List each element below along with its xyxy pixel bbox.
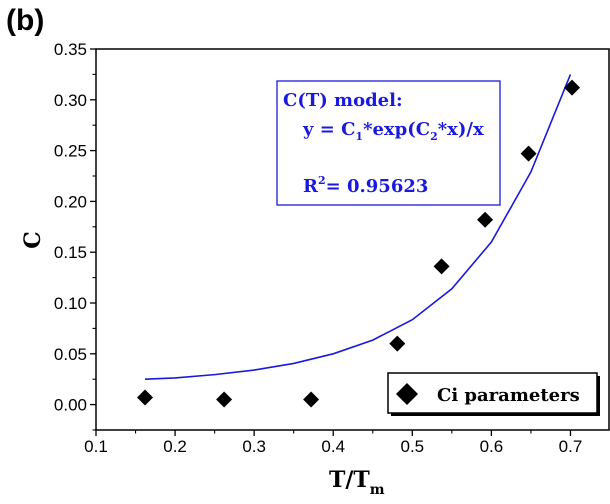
panel-label: (b)	[6, 4, 44, 37]
plot-frame	[95, 48, 610, 431]
y-tick-label: 0.30	[54, 91, 87, 110]
x-tick-label: 0.6	[480, 437, 504, 456]
data-point	[216, 391, 233, 408]
x-axis-title: T/Tm	[329, 467, 385, 498]
legend-shadow-bottom	[391, 413, 600, 416]
y-tick-label: 0.15	[54, 243, 87, 262]
data-point	[389, 335, 406, 352]
y-tick-label: 0.10	[54, 294, 87, 313]
y-axis-title: C	[20, 231, 46, 249]
y-tick-label: 0.20	[54, 192, 87, 211]
tick-labels: 0.1 0.2 0.3 0.4 0.5 0.6 0.7 0.00 0.05 0.10 0.15 0.2…	[54, 40, 582, 456]
annotation-title: C(T) model:	[283, 90, 403, 111]
annotation-model: y = C1*exp(C2*x)/x	[302, 119, 484, 143]
legend-diamond-icon	[396, 383, 418, 405]
fit-curve	[144, 74, 572, 380]
data-markers	[137, 79, 581, 408]
x-tick-label: 0.5	[400, 437, 424, 456]
x-tick-label: 0.4	[321, 437, 345, 456]
y-tick-label: 0.00	[54, 396, 87, 415]
annotation-r2: R2= 0.95623	[303, 174, 428, 197]
data-point	[137, 389, 154, 406]
data-point	[433, 258, 450, 275]
y-tick-label: 0.35	[54, 40, 87, 59]
model-annotation: C(T) model: y = C1*exp(C2*x)/x R2= 0.956…	[276, 80, 501, 206]
y-tick-label: 0.05	[54, 345, 87, 364]
legend-shadow	[597, 376, 600, 416]
x-tick-label: 0.2	[163, 437, 187, 456]
legend-label: Ci parameters	[437, 385, 580, 406]
annotation-box	[276, 80, 501, 206]
data-point	[564, 79, 581, 96]
y-tick-label: 0.25	[54, 142, 87, 161]
legend: Ci parameters	[387, 372, 600, 416]
x-tick-label: 0.7	[559, 437, 583, 456]
legend-box	[387, 372, 598, 414]
x-tick-label: 0.3	[242, 437, 266, 456]
data-point	[477, 211, 494, 228]
data-point	[303, 391, 320, 408]
x-tick-label: 0.1	[84, 437, 108, 456]
data-point	[520, 145, 537, 162]
